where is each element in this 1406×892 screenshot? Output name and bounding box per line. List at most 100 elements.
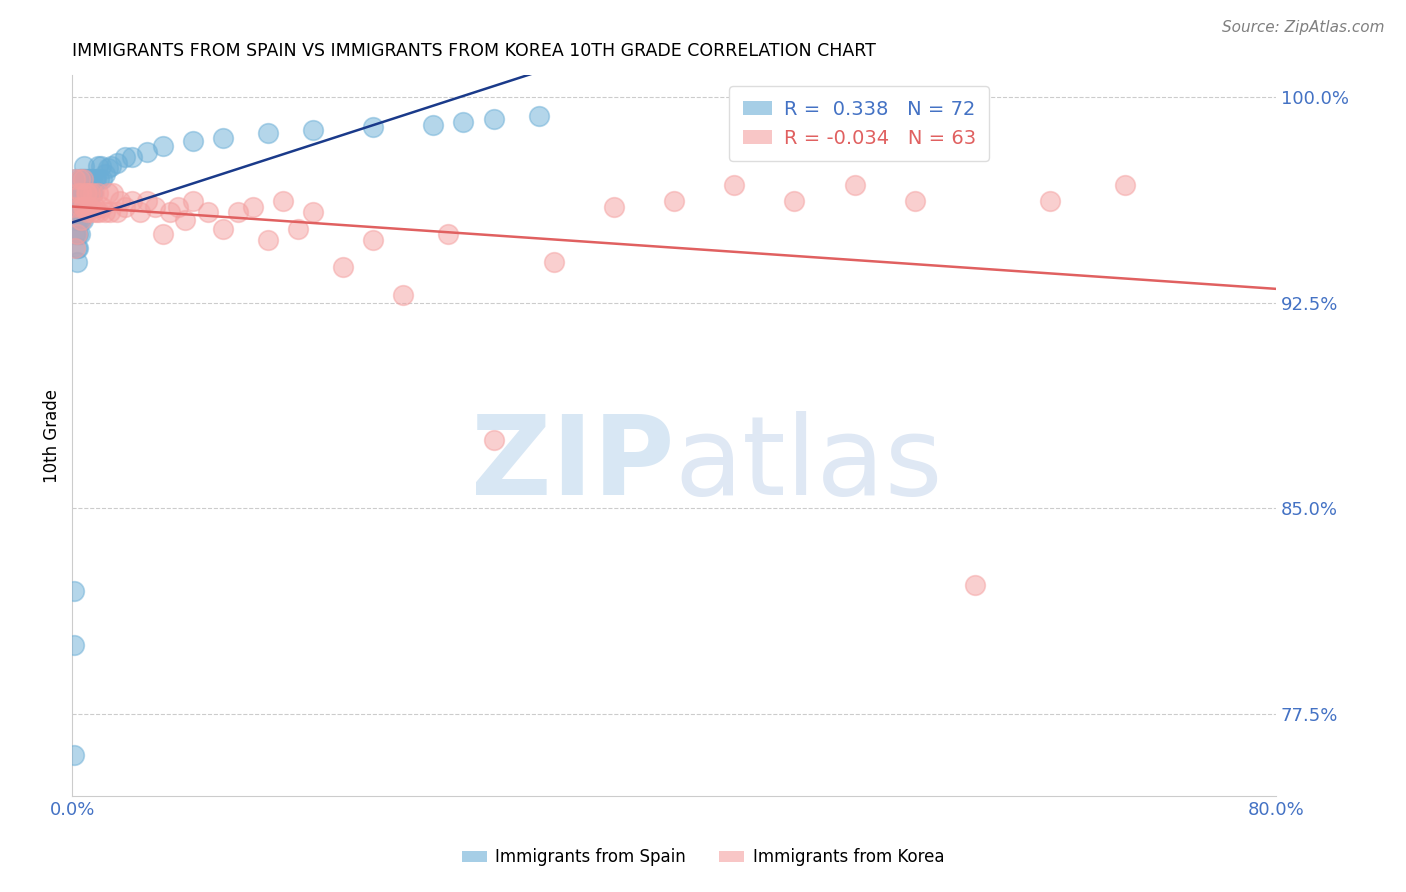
Point <box>437 227 460 242</box>
Point <box>80 205 103 219</box>
Point <box>69 213 91 227</box>
Point <box>70 200 93 214</box>
Point <box>79 172 101 186</box>
Point <box>69 186 91 200</box>
Point <box>76 205 98 219</box>
Point <box>67 227 90 242</box>
Point <box>70 186 93 200</box>
Point <box>75 200 97 214</box>
Point <box>72 172 94 186</box>
Point <box>242 200 264 214</box>
Point <box>422 118 444 132</box>
Point <box>143 200 166 214</box>
Point <box>361 233 384 247</box>
Point <box>66 200 89 214</box>
Point <box>62 747 84 762</box>
Point <box>65 200 87 214</box>
Point <box>84 172 107 186</box>
Point <box>97 161 120 176</box>
Point <box>904 194 927 209</box>
Point <box>67 241 90 255</box>
Point <box>73 172 96 186</box>
Point <box>65 172 87 186</box>
Point <box>603 200 626 214</box>
Point <box>159 205 181 219</box>
Point <box>121 151 143 165</box>
Point <box>482 112 505 126</box>
Point <box>114 200 136 214</box>
Point <box>105 156 128 170</box>
Point <box>482 433 505 447</box>
Point <box>662 194 685 209</box>
Point <box>392 287 415 301</box>
Point <box>69 172 91 186</box>
Legend: Immigrants from Spain, Immigrants from Korea: Immigrants from Spain, Immigrants from K… <box>456 842 950 873</box>
Point <box>302 205 325 219</box>
Point <box>1114 178 1136 192</box>
Point <box>70 186 93 200</box>
Point <box>72 200 94 214</box>
Point <box>76 186 98 200</box>
Point <box>783 194 806 209</box>
Point <box>543 254 565 268</box>
Point <box>527 109 550 123</box>
Point <box>79 186 101 200</box>
Point <box>66 213 89 227</box>
Point <box>83 200 105 214</box>
Point <box>73 159 96 173</box>
Point <box>84 205 107 219</box>
Point <box>67 186 90 200</box>
Point <box>211 221 233 235</box>
Point <box>73 200 96 214</box>
Point <box>97 186 120 200</box>
Point <box>66 227 89 242</box>
Point <box>1039 194 1062 209</box>
Point <box>83 172 105 186</box>
Point <box>76 200 98 214</box>
Point <box>69 200 91 214</box>
Point <box>287 221 309 235</box>
Point <box>66 186 89 200</box>
Point <box>94 205 117 219</box>
Legend: R =  0.338   N = 72, R = -0.034   N = 63: R = 0.338 N = 72, R = -0.034 N = 63 <box>730 87 990 161</box>
Point <box>65 186 87 200</box>
Point <box>226 205 249 219</box>
Point <box>302 123 325 137</box>
Point <box>65 241 87 255</box>
Point <box>181 134 204 148</box>
Point <box>72 186 94 200</box>
Point <box>91 200 114 214</box>
Point <box>101 186 124 200</box>
Point <box>65 172 87 186</box>
Point <box>66 227 89 242</box>
Point <box>136 194 159 209</box>
Point <box>94 167 117 181</box>
Point <box>361 120 384 135</box>
Text: Source: ZipAtlas.com: Source: ZipAtlas.com <box>1222 20 1385 35</box>
Point <box>65 227 87 242</box>
Point <box>65 213 87 227</box>
Point <box>271 194 294 209</box>
Point <box>98 205 121 219</box>
Point <box>76 186 98 200</box>
Point <box>72 213 94 227</box>
Point <box>67 213 90 227</box>
Point <box>80 172 103 186</box>
Point <box>62 200 84 214</box>
Point <box>77 200 100 214</box>
Point <box>72 172 94 186</box>
Point <box>87 159 110 173</box>
Y-axis label: 10th Grade: 10th Grade <box>44 389 60 483</box>
Point <box>453 115 475 129</box>
Point <box>66 241 89 255</box>
Point <box>129 205 152 219</box>
Point <box>73 186 96 200</box>
Point <box>72 200 94 214</box>
Point <box>67 186 90 200</box>
Point <box>152 227 174 242</box>
Point <box>121 194 143 209</box>
Point <box>75 186 97 200</box>
Point <box>174 213 197 227</box>
Point <box>70 172 93 186</box>
Point <box>211 131 233 145</box>
